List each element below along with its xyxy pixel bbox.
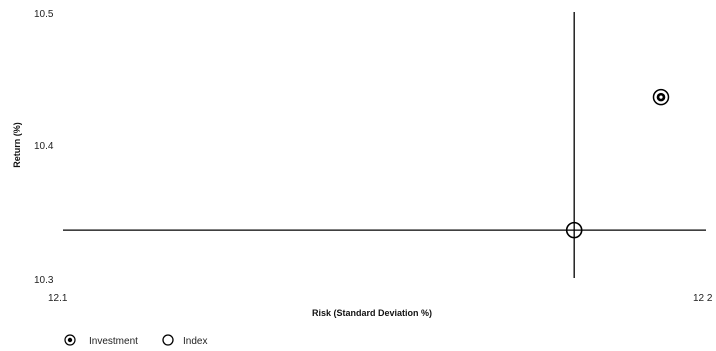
legend-index-label: Index xyxy=(183,336,207,347)
legend-investment-label: Investment xyxy=(89,336,138,347)
data-markers xyxy=(565,88,670,239)
legend: Investment Index xyxy=(64,334,207,347)
data-point-index xyxy=(565,221,583,239)
y-tick-label-10-5: 10.5 xyxy=(34,9,54,20)
legend-investment-marker xyxy=(64,334,76,346)
x-tick-label-12-1: 12.1 xyxy=(48,293,68,304)
y-tick-label-10-3: 10.3 xyxy=(34,275,54,286)
y-axis-title: Return (%) xyxy=(12,122,22,168)
legend-index-marker xyxy=(162,334,174,346)
reference-lines xyxy=(63,12,706,278)
y-tick-label-10-4: 10.4 xyxy=(34,141,54,152)
data-point-investment xyxy=(652,88,670,106)
x-tick-label-12-2: 12 2 xyxy=(693,293,713,304)
x-axis-title: Risk (Standard Deviation %) xyxy=(312,308,432,318)
